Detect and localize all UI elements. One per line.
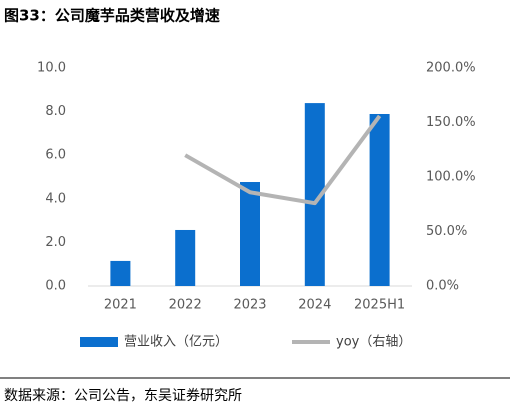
line [184, 114, 382, 206]
y2-tick-label: 100.0% [426, 170, 476, 185]
y-tick-label: 0.0 [45, 279, 66, 294]
bar [240, 182, 260, 286]
y2-tick-label: 200.0% [426, 61, 476, 76]
legend-label: yoy（右轴） [336, 335, 411, 350]
y-tick-label: 10.0 [37, 61, 66, 76]
x-tick-label: 2021 [104, 298, 137, 313]
y-tick-label: 6.0 [45, 148, 66, 163]
y-tick-label: 4.0 [45, 191, 66, 206]
y2-tick-label: 0.0% [426, 279, 459, 294]
y-tick-label: 8.0 [45, 104, 66, 119]
legend-label: 营业收入（亿元） [124, 335, 228, 350]
source: 数据来源：公司公告，东吴证券研究所 [4, 388, 242, 404]
bar [304, 103, 325, 287]
bar [369, 113, 390, 286]
x-tick-label: 2023 [233, 298, 266, 313]
x-tick-label: 2022 [169, 298, 202, 313]
y2-tick-label: 150.0% [426, 115, 476, 130]
x-tick-label: 2025H1 [354, 298, 405, 313]
legend-swatch [80, 337, 118, 347]
bar [110, 260, 131, 286]
y-tick-label: 2.0 [45, 235, 66, 250]
bar [175, 229, 196, 286]
y2-tick-label: 50.0% [426, 224, 467, 239]
chart-title: 图33：公司魔芋品类营收及增速 [4, 7, 220, 25]
x-tick-label: 2024 [298, 298, 331, 313]
